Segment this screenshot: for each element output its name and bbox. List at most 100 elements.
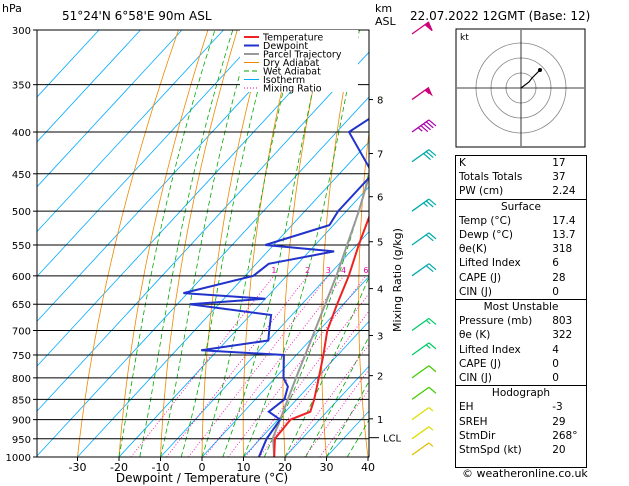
wet-adiabat bbox=[263, 170, 369, 457]
wet-adiabat bbox=[222, 30, 327, 457]
index-row: PW (cm) 2.24 bbox=[456, 184, 586, 199]
isotherm-line bbox=[37, 96, 369, 457]
mixing-ratio-line bbox=[304, 368, 369, 457]
index-label: Lifted Index bbox=[459, 343, 521, 356]
wind-barb-staff bbox=[411, 198, 430, 212]
indices-table: K 17 Totals Totals 37 PW (cm) 2.24 Surface Temp… bbox=[456, 156, 586, 457]
x-tick-label: 20 bbox=[278, 461, 292, 474]
pressure-label: 900 bbox=[12, 416, 31, 427]
wind-barb-feather bbox=[428, 149, 437, 157]
index-label: θe(K) bbox=[459, 243, 487, 256]
hodograph-row: StmSpd (kt) 20 bbox=[456, 443, 586, 457]
pressure-label: 550 bbox=[12, 241, 31, 252]
most-unstable-row: θe (K) 322 bbox=[456, 328, 586, 342]
index-value: 0 bbox=[552, 372, 559, 385]
index-label: Pressure (mb) bbox=[459, 315, 533, 328]
wind-barb-feather bbox=[428, 119, 437, 127]
pressure-label: 500 bbox=[12, 207, 31, 218]
isotherm-line bbox=[37, 51, 369, 412]
km-label: 5 bbox=[377, 238, 383, 249]
legend-entry: Temperature bbox=[262, 33, 323, 44]
wind-barb bbox=[411, 232, 437, 246]
plot-frame bbox=[36, 29, 370, 458]
index-label: Dewp (°C) bbox=[459, 229, 513, 242]
index-label: CIN (J) bbox=[459, 285, 492, 298]
wind-barb-feather bbox=[428, 365, 437, 373]
isotherm-line bbox=[37, 30, 141, 143]
wind-barb-feather bbox=[425, 151, 434, 159]
x-tick-label: 0 bbox=[199, 461, 206, 474]
wind-barb-feather bbox=[428, 386, 437, 394]
index-label: Temp (°C) bbox=[459, 214, 512, 227]
x-tick-label: 10 bbox=[237, 461, 251, 474]
mixing-ratio-line bbox=[245, 292, 369, 457]
x-axis-title: Dewpoint / Temperature (°C) bbox=[116, 471, 288, 485]
dry-adiabat bbox=[430, 30, 451, 457]
pressure-label: 450 bbox=[12, 170, 31, 181]
mixing-ratio-label: 20 bbox=[433, 266, 443, 275]
wind-barb-staff bbox=[411, 342, 430, 356]
mixing-ratio-label: 2 bbox=[305, 266, 310, 275]
dry-adiabat bbox=[321, 30, 356, 457]
x-tick-label: -20 bbox=[110, 461, 128, 474]
pressure-label: 750 bbox=[12, 351, 31, 362]
index-value: 13.7 bbox=[552, 229, 576, 242]
surface-section-title: Surface bbox=[456, 198, 586, 214]
wind-barb bbox=[411, 263, 437, 277]
index-value: 0 bbox=[552, 357, 559, 370]
index-label: θe (K) bbox=[459, 329, 491, 342]
mixing-ratio-line bbox=[204, 275, 344, 457]
km-label: 2 bbox=[377, 372, 383, 383]
index-value: 37 bbox=[552, 171, 566, 184]
km-label: 3 bbox=[377, 332, 383, 343]
mixing-ratio-line bbox=[188, 275, 329, 457]
index-label: CAPE (J) bbox=[459, 357, 502, 370]
hodograph-trace bbox=[520, 69, 541, 89]
pressure-label: 400 bbox=[12, 128, 31, 139]
wind-barb-pennant bbox=[424, 87, 433, 97]
dry-adiabat bbox=[77, 30, 179, 457]
surface-row: CIN (J) 0 bbox=[456, 285, 586, 300]
surface-row: Lifted Index 6 bbox=[456, 256, 586, 270]
hodograph: kt bbox=[455, 28, 586, 148]
hodograph-kt-label: kt bbox=[460, 33, 469, 43]
hodograph-row: EH -3 bbox=[456, 400, 586, 414]
km-label: 7 bbox=[377, 150, 383, 161]
wind-barb-feather bbox=[423, 123, 431, 131]
x-tick-label: 30 bbox=[320, 461, 334, 474]
credit-text: © weatheronline.co.uk bbox=[462, 467, 588, 480]
wind-barb-staff bbox=[411, 86, 430, 101]
isotherm-line bbox=[243, 320, 369, 457]
pressure-label: 600 bbox=[12, 272, 31, 283]
isotherm-line bbox=[37, 30, 224, 233]
isotherm-line bbox=[284, 365, 369, 457]
km-label: 8 bbox=[377, 96, 383, 107]
wind-barb bbox=[411, 407, 434, 421]
lcl-label: LCL bbox=[383, 434, 402, 445]
isotherm-line bbox=[77, 141, 369, 457]
wind-barb-staff bbox=[411, 442, 430, 456]
wind-barb-staff bbox=[411, 407, 430, 421]
mixing-ratio-line bbox=[227, 275, 367, 457]
wind-barb bbox=[411, 21, 433, 35]
legend-entry: Dewpoint bbox=[263, 41, 308, 52]
mixing-ratio-line bbox=[166, 275, 308, 457]
index-row: K 17 bbox=[456, 156, 586, 170]
x-tick-label: 40 bbox=[361, 461, 375, 474]
mixing-ratio-label: 3 bbox=[326, 266, 331, 275]
hodograph-section: Hodograph bbox=[456, 385, 586, 401]
wet-adiabat bbox=[118, 30, 216, 457]
index-value: 322 bbox=[552, 329, 573, 342]
index-row: Totals Totals 37 bbox=[456, 170, 586, 184]
legend-entry: Mixing Ratio bbox=[263, 84, 322, 95]
pressure-label: 950 bbox=[12, 435, 31, 446]
wind-barb-feather bbox=[428, 317, 437, 325]
most-unstable-section: Most Unstable bbox=[456, 299, 586, 315]
isotherm-line bbox=[201, 275, 369, 457]
pressure-label: 650 bbox=[12, 300, 31, 311]
hodograph-row: StmDir 268° bbox=[456, 429, 586, 443]
wet-adiabat bbox=[305, 335, 369, 457]
